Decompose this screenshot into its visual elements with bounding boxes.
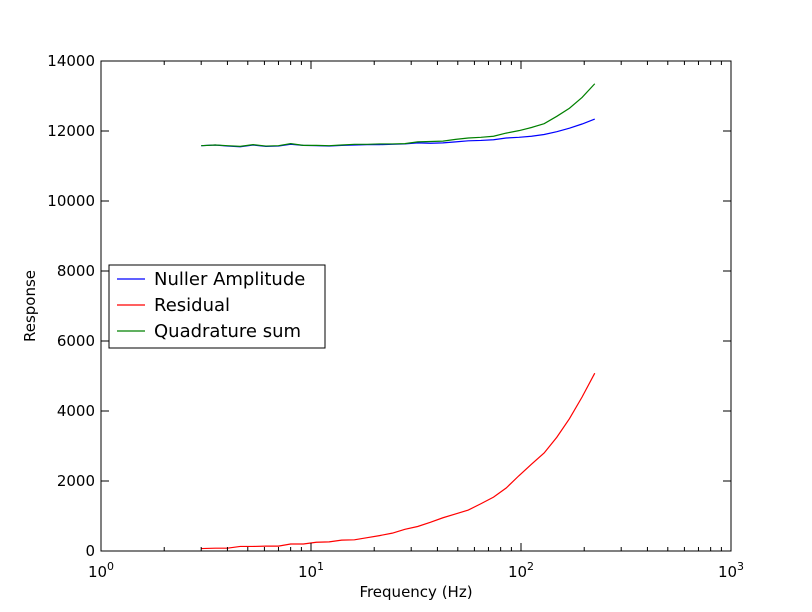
y-tick-label: 12000 — [47, 122, 95, 140]
legend-items: Nuller Amplitude Residual Quadrature sum — [117, 269, 305, 342]
plot-frame — [100, 60, 732, 552]
series-line-2 — [201, 83, 596, 148]
x-tick-label: 101 — [298, 560, 324, 581]
x-tick-label: 103 — [718, 560, 744, 581]
y-tick-label: 2000 — [57, 472, 95, 490]
series-layer — [201, 83, 596, 550]
y-tick-label: 4000 — [57, 402, 95, 420]
ticks-layer: 100 101 102 103 0 2000 4000 6000 8000 10000 12000 1… — [47, 52, 744, 581]
y-tick-label: 6000 — [57, 332, 95, 350]
legend: Nuller Amplitude Residual Quadrature sum — [108, 264, 326, 349]
legend-label-1: Residual — [154, 295, 230, 316]
y-axis-label: Response — [21, 270, 39, 342]
y-tick-label: 14000 — [47, 52, 95, 70]
legend-label-0: Nuller Amplitude — [154, 269, 305, 290]
y-tick-label: 10000 — [47, 192, 95, 210]
x-tick-label: 100 — [88, 560, 114, 581]
y-tick-label: 8000 — [57, 262, 95, 280]
x-axis-label: Frequency (Hz) — [359, 583, 472, 601]
legend-label-2: Quadrature sum — [154, 321, 301, 342]
x-tick-label: 102 — [508, 560, 534, 581]
series-line-1 — [201, 372, 596, 550]
series-line-0 — [201, 118, 595, 148]
y-tick-label: 0 — [85, 542, 95, 560]
